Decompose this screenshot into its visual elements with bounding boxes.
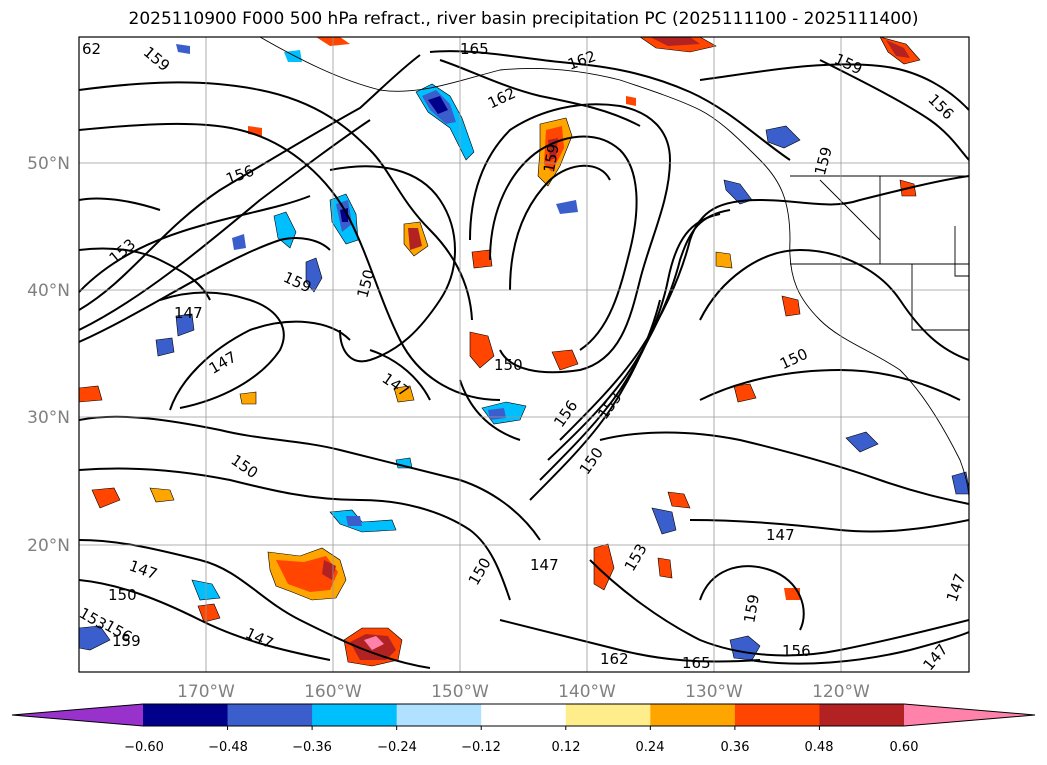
contour-label: 159 (540, 143, 563, 174)
colorbar-segment (819, 704, 905, 726)
contour-label: 159 (740, 593, 763, 624)
colorbar (11, 703, 1036, 730)
colorbar-outline (11, 703, 1036, 727)
colorbar-tick-label: 0.48 (805, 740, 834, 755)
contour-label: 62 (82, 40, 101, 58)
coastlines-borders (259, 37, 969, 501)
colorbar-tick-label: −0.24 (377, 740, 417, 755)
contour-label: 147 (174, 304, 203, 322)
lat-label: 20°N (27, 536, 70, 556)
contour-label: 150 (494, 356, 523, 374)
contour-label: 159 (112, 632, 141, 650)
lon-label: 160°W (304, 682, 362, 702)
colorbar-tick-labels: −0.60 −0.48 −0.36 −0.24 −0.12 0.12 0.24 … (124, 740, 918, 755)
colorbar-segment (565, 704, 651, 726)
graticule (79, 37, 969, 672)
colorbar-tick-label: −0.12 (461, 740, 501, 755)
colorbar-segment (650, 704, 736, 726)
colorbar-tick-label: −0.36 (292, 740, 332, 755)
lon-label: 120°W (812, 682, 870, 702)
colorbar-tick-label: 0.60 (890, 740, 919, 755)
latitude-labels: 50°N 40°N 30°N 20°N (27, 154, 70, 556)
colorbar-segment (227, 704, 313, 726)
lat-label: 40°N (27, 281, 70, 301)
colorbar-tick-label: 0.36 (721, 740, 750, 755)
map-plot-area: 62 159 165 162 162 159 156 159 159 156 1… (79, 37, 969, 672)
contour-label: 165 (682, 654, 711, 672)
lon-label: 150°W (431, 682, 489, 702)
contour-label: 156 (782, 642, 811, 660)
colorbar-extend-min (12, 704, 143, 726)
colorbar-extend-max (904, 704, 1035, 726)
lon-label: 140°W (558, 682, 616, 702)
map-title: 2025110900 F000 500 hPa refract., river … (128, 9, 919, 29)
colorbar-tick-label: −0.48 (208, 740, 248, 755)
colorbar-tick-label: −0.60 (124, 740, 164, 755)
contour-label: 162 (600, 650, 629, 668)
longitude-labels: 170°W 160°W 150°W 140°W 130°W 120°W (177, 682, 870, 702)
colorbar-segment (481, 704, 567, 726)
colorbar-segment (143, 704, 229, 726)
contour-label: 165 (460, 40, 489, 58)
plot-frame (78, 36, 970, 673)
contour-label: 150 (108, 586, 137, 604)
colorbar-segment (734, 704, 820, 726)
lon-label: 170°W (177, 682, 235, 702)
contour-label: 147 (530, 556, 559, 574)
height-contours (79, 50, 969, 669)
colorbar-tick-label: 0.12 (552, 740, 581, 755)
lat-label: 30°N (27, 408, 70, 428)
lon-label: 130°W (685, 682, 743, 702)
colorbar-segment (396, 704, 482, 726)
colorbar-tick-label: 0.24 (636, 740, 665, 755)
shaded-anomaly-patches (79, 37, 969, 667)
colorbar-segment (312, 704, 398, 726)
lat-label: 50°N (27, 154, 70, 174)
contour-label: 147 (766, 526, 795, 544)
